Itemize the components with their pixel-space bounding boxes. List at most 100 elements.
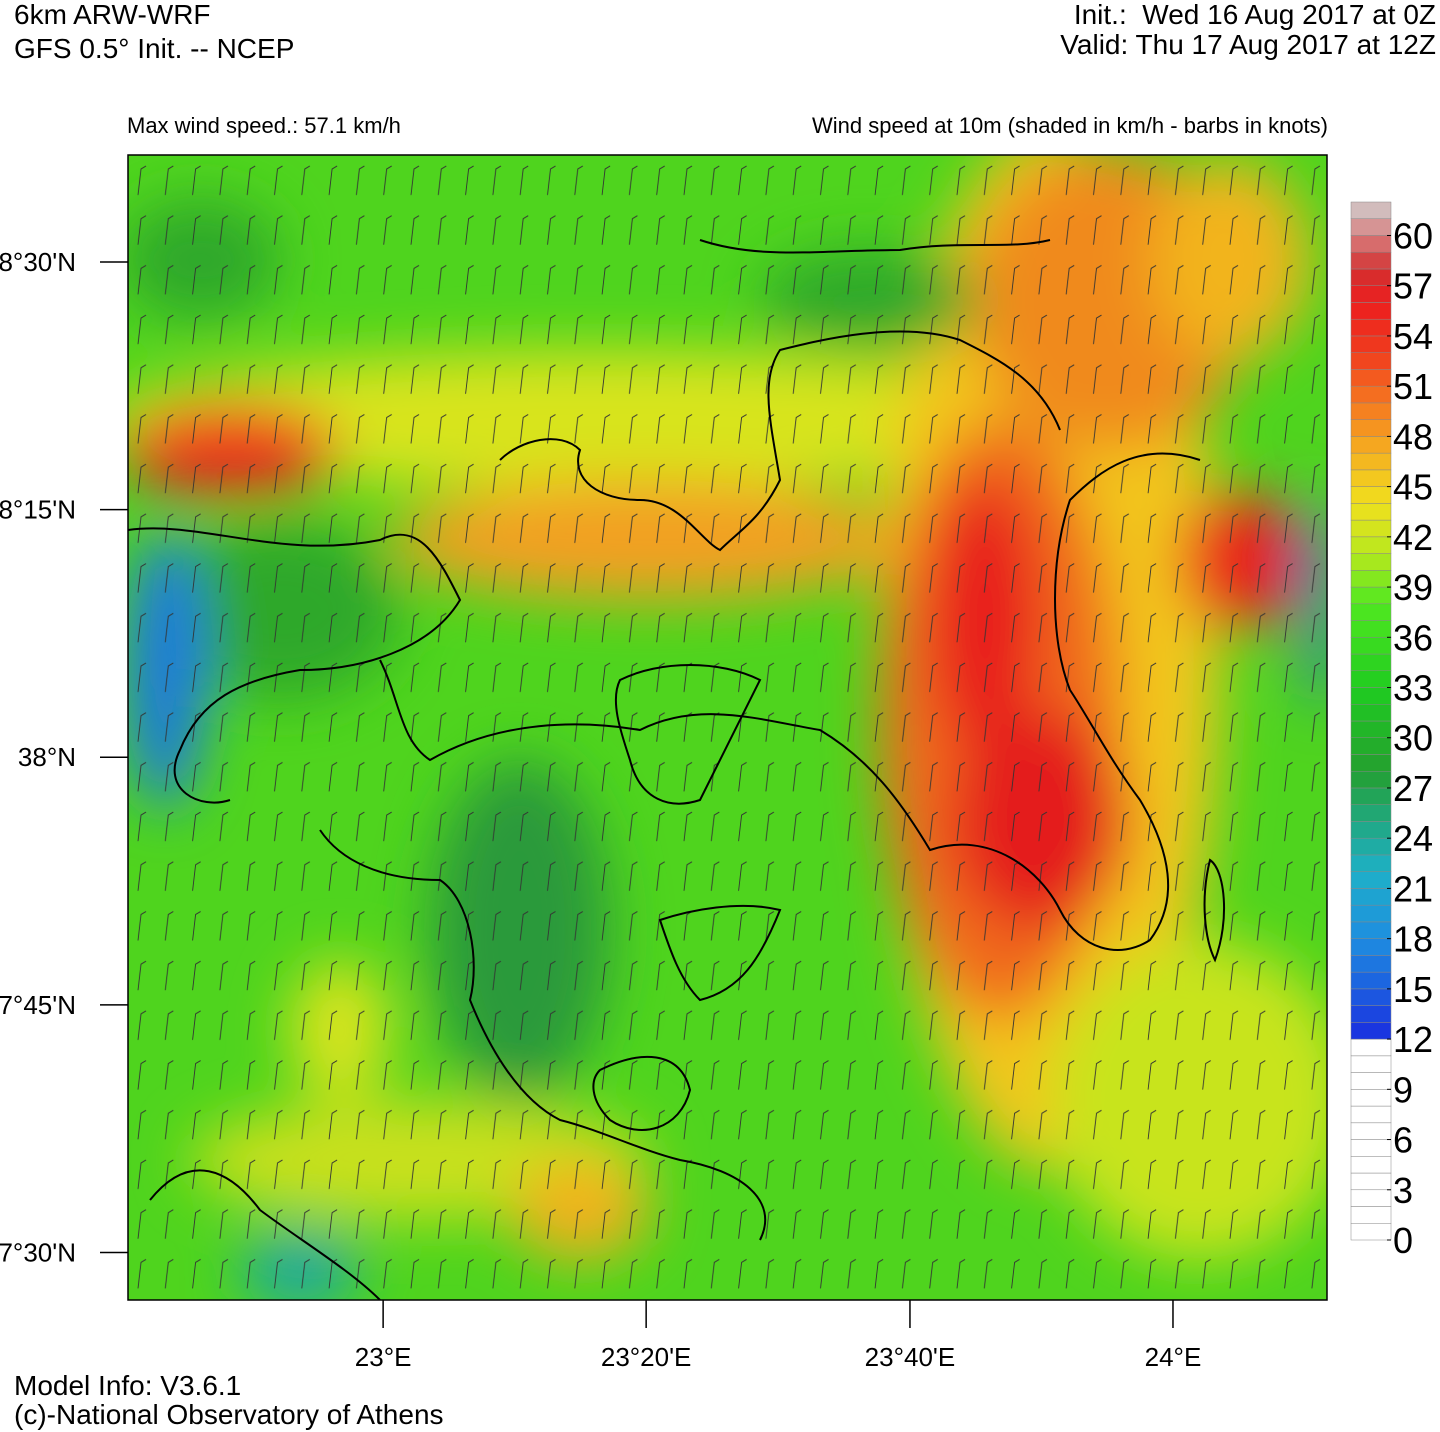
colorbar-box	[1350, 804, 1392, 822]
colorbar-box	[1350, 603, 1392, 621]
lat-tick-label: 38°15'N	[0, 495, 76, 525]
colorbar-box	[1350, 419, 1392, 437]
colorbar-box	[1350, 486, 1392, 504]
colorbar-box	[1350, 821, 1392, 839]
colorbar-box	[1350, 770, 1392, 789]
colorbar-box	[1350, 218, 1392, 236]
colorbar-box	[1350, 1022, 1392, 1040]
max-wind: Max wind speed.: 57.1 km/h	[127, 113, 401, 138]
colorbar-box	[1350, 1172, 1392, 1191]
colorbar-label: 57	[1393, 266, 1433, 307]
init-source: GFS 0.5° Init. -- NCEP	[14, 33, 294, 64]
lat-tick-label: 38°30'N	[0, 247, 76, 277]
colorbar-box	[1350, 971, 1392, 990]
colorbar-box	[1350, 335, 1392, 353]
colorbar-box	[1350, 385, 1392, 404]
colorbar-box	[1350, 1089, 1392, 1107]
colorbar-box	[1350, 318, 1392, 337]
colorbar-box	[1350, 436, 1392, 454]
colorbar-box	[1350, 536, 1392, 554]
credit: (c)-National Observatory of Athens	[14, 1399, 444, 1430]
colorbar-box	[1350, 1139, 1392, 1157]
colorbar-box	[1350, 670, 1392, 688]
colorbar-label: 30	[1393, 718, 1433, 759]
colorbar-box	[1350, 704, 1392, 722]
valid-time: Valid: Thu 17 Aug 2017 at 12Z	[1060, 29, 1436, 60]
colorbar-box	[1350, 201, 1392, 219]
colorbar-label: 60	[1393, 215, 1433, 256]
colorbar-box	[1350, 1156, 1392, 1174]
colorbar-box	[1350, 938, 1392, 956]
colorbar-label: 15	[1393, 969, 1433, 1010]
colorbar-box	[1350, 469, 1392, 487]
colorbar-box	[1350, 1005, 1392, 1023]
colorbar-box	[1350, 302, 1392, 320]
colorbar-label: 51	[1393, 366, 1433, 407]
colorbar-label: 27	[1393, 768, 1433, 809]
colorbar-box	[1350, 854, 1392, 872]
colorbar-box	[1350, 586, 1392, 605]
colorbar-label: 33	[1393, 668, 1433, 709]
colorbar-box	[1350, 1072, 1392, 1090]
colorbar-box	[1350, 1105, 1392, 1124]
colorbar-label: 18	[1393, 919, 1433, 960]
colorbar-box	[1350, 369, 1392, 387]
colorbar-box	[1350, 921, 1392, 939]
colorbar-box	[1350, 687, 1392, 705]
colorbar-label: 36	[1393, 617, 1433, 658]
colorbar-box	[1350, 871, 1392, 889]
lon-tick-label: 24°E	[1145, 1342, 1202, 1372]
colorbar-box	[1350, 737, 1392, 755]
colorbar-box	[1350, 1038, 1392, 1057]
colorbar-box	[1350, 653, 1392, 672]
lon-tick-label: 23°20'E	[601, 1342, 692, 1372]
lon-tick-label: 23°40'E	[865, 1342, 956, 1372]
lat-tick-label: 38°N	[18, 742, 76, 772]
colorbar-box	[1350, 1206, 1392, 1224]
colorbar-box	[1350, 1122, 1392, 1140]
map-frame	[127, 154, 1328, 1301]
colorbar-label: 45	[1393, 467, 1433, 508]
colorbar-box	[1350, 1189, 1392, 1207]
colorbar-box	[1350, 955, 1392, 973]
colorbar-label: 0	[1393, 1220, 1413, 1261]
colorbar-box	[1350, 570, 1392, 588]
colorbar-label: 21	[1393, 868, 1433, 909]
colorbar-box	[1350, 754, 1392, 772]
lon-tick-label: 23°E	[355, 1342, 412, 1372]
colorbar-box	[1350, 503, 1392, 521]
colorbar-label: 3	[1393, 1170, 1413, 1211]
colorbar-box	[1350, 904, 1392, 923]
colorbar-label: 12	[1393, 1019, 1433, 1060]
colorbar-box	[1350, 637, 1392, 655]
colorbar-label: 48	[1393, 416, 1433, 457]
colorbar-label: 24	[1393, 818, 1433, 859]
init-time: Init.: Wed 16 Aug 2017 at 0Z	[1074, 0, 1436, 30]
colorbar-box	[1350, 352, 1392, 370]
colorbar-box	[1350, 452, 1392, 471]
colorbar-box	[1350, 787, 1392, 805]
colorbar-box	[1350, 1055, 1392, 1073]
colorbar-box	[1350, 235, 1392, 253]
lat-tick-label: 37°45'N	[0, 990, 76, 1020]
colorbar-box	[1350, 988, 1392, 1006]
colorbar-box	[1350, 720, 1392, 738]
field-description: Wind speed at 10m (shaded in km/h - barb…	[812, 113, 1328, 138]
colorbar-box	[1350, 285, 1392, 303]
map-field	[128, 155, 1327, 1300]
colorbar-box	[1350, 402, 1392, 420]
colorbar-box	[1350, 620, 1392, 638]
colorbar-label: 9	[1393, 1069, 1413, 1110]
model-info: Model Info: V3.6.1	[14, 1370, 241, 1401]
colorbar-label: 6	[1393, 1120, 1413, 1161]
model-name: 6km ARW-WRF	[14, 0, 211, 30]
colorbar-label: 39	[1393, 567, 1433, 608]
colorbar-box	[1350, 519, 1392, 538]
colorbar-box	[1350, 553, 1392, 571]
colorbar-box	[1350, 251, 1392, 270]
colorbar-box	[1350, 888, 1392, 906]
colorbar-box	[1350, 1223, 1392, 1241]
colorbar-label: 54	[1393, 316, 1433, 357]
